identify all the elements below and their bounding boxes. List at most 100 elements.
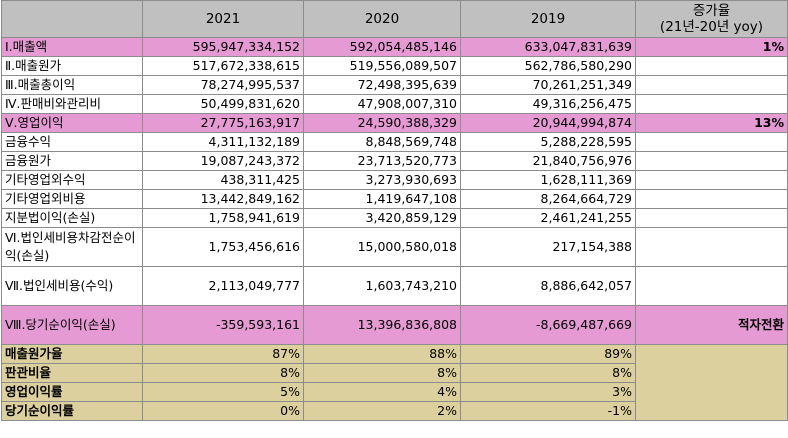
growth-value[interactable] <box>635 227 788 267</box>
value-2020[interactable]: 24,590,388,329 <box>303 113 461 133</box>
value-2020[interactable]: 1,419,647,108 <box>303 189 461 209</box>
value-2021[interactable]: 517,672,338,615 <box>142 56 304 76</box>
row-label[interactable]: Ⅵ.법인세비용차감전순이익(손실) <box>1 227 143 267</box>
ratio-2019[interactable]: 8% <box>460 363 636 383</box>
value-2021[interactable]: 78,274,995,537 <box>142 75 304 95</box>
value-2020[interactable]: 3,420,859,129 <box>303 208 461 228</box>
value-2019[interactable]: 1,628,111,369 <box>460 170 636 190</box>
value-2021[interactable]: -359,593,161 <box>142 305 304 345</box>
ratio-2020[interactable]: 88% <box>303 344 461 364</box>
value-2019[interactable]: 70,261,251,349 <box>460 75 636 95</box>
value-2020[interactable]: 1,603,743,210 <box>303 266 461 306</box>
row-label[interactable]: Ⅴ.영업이익 <box>1 113 143 133</box>
ratio-label[interactable]: 판관비율 <box>1 363 143 383</box>
year-header-2019[interactable]: 2019 <box>460 0 636 38</box>
ratio-2020[interactable]: 8% <box>303 363 461 383</box>
ratio-2019[interactable]: 3% <box>460 382 636 402</box>
ratio-label[interactable]: 매출원가율 <box>1 344 143 364</box>
value-2021[interactable]: 1,758,941,619 <box>142 208 304 228</box>
ratio-2021[interactable]: 8% <box>142 363 304 383</box>
row-label[interactable]: Ⅱ.매출원가 <box>1 56 143 76</box>
growth-value[interactable] <box>635 151 788 171</box>
ratio-2020[interactable]: 2% <box>303 401 461 421</box>
growth-value[interactable] <box>635 208 788 228</box>
ratio-2019[interactable]: -1% <box>460 401 636 421</box>
ratio-2020[interactable]: 4% <box>303 382 461 402</box>
value-2021[interactable]: 2,113,049,777 <box>142 266 304 306</box>
row-label[interactable]: 기타영업외비용 <box>1 189 143 209</box>
growth-header-line1: 증가율 <box>692 3 731 19</box>
growth-value[interactable] <box>635 94 788 114</box>
table-row: Ⅶ.법인세비용(수익) 2,113,049,777 1,603,743,210 … <box>1 266 788 306</box>
growth-value[interactable] <box>635 170 788 190</box>
value-2019[interactable]: 5,288,228,595 <box>460 132 636 152</box>
value-2020[interactable]: 15,000,580,018 <box>303 227 461 267</box>
value-2020[interactable]: 23,713,520,773 <box>303 151 461 171</box>
table-row: 금융수익 4,311,132,189 8,848,569,748 5,288,2… <box>1 132 788 152</box>
value-2021[interactable]: 13,442,849,162 <box>142 189 304 209</box>
value-2021[interactable]: 1,753,456,616 <box>142 227 304 267</box>
growth-value[interactable] <box>635 75 788 95</box>
value-2019[interactable]: 20,944,994,874 <box>460 113 636 133</box>
ratio-empty-block[interactable] <box>635 344 788 421</box>
value-2020[interactable]: 8,848,569,748 <box>303 132 461 152</box>
corner-cell[interactable] <box>1 0 143 38</box>
table-row: 금융원가 19,087,243,372 23,713,520,773 21,84… <box>1 151 788 171</box>
table-row: Ⅱ.매출원가 517,672,338,615 519,556,089,507 5… <box>1 56 788 76</box>
growth-value[interactable] <box>635 189 788 209</box>
value-2019[interactable]: 217,154,388 <box>460 227 636 267</box>
value-2021[interactable]: 27,775,163,917 <box>142 113 304 133</box>
row-label[interactable]: Ⅷ.당기순이익(손실) <box>1 305 143 345</box>
value-2020[interactable]: 72,498,395,639 <box>303 75 461 95</box>
table-row: Ⅷ.당기순이익(손실) -359,593,161 13,396,836,808 … <box>1 305 788 345</box>
ratio-row: 당기순이익률 0% 2% -1% <box>1 401 788 421</box>
row-label[interactable]: 금융수익 <box>1 132 143 152</box>
value-2019[interactable]: -8,669,487,669 <box>460 305 636 345</box>
value-2021[interactable]: 438,311,425 <box>142 170 304 190</box>
ratio-2021[interactable]: 0% <box>142 401 304 421</box>
growth-value[interactable] <box>635 56 788 76</box>
growth-header[interactable]: 증가율 (21년-20년 yoy) <box>635 0 788 38</box>
value-2021[interactable]: 50,499,831,620 <box>142 94 304 114</box>
row-label[interactable]: Ⅰ.매출액 <box>1 37 143 57</box>
ratio-label[interactable]: 영업이익률 <box>1 382 143 402</box>
growth-value[interactable] <box>635 132 788 152</box>
value-2021[interactable]: 595,947,334,152 <box>142 37 304 57</box>
value-2021[interactable]: 4,311,132,189 <box>142 132 304 152</box>
value-2020[interactable]: 519,556,089,507 <box>303 56 461 76</box>
ratio-2021[interactable]: 87% <box>142 344 304 364</box>
value-2019[interactable]: 8,886,642,057 <box>460 266 636 306</box>
row-label[interactable]: 금융원가 <box>1 151 143 171</box>
row-label[interactable]: 지분법이익(손실) <box>1 208 143 228</box>
value-2019[interactable]: 562,786,580,290 <box>460 56 636 76</box>
table-row: Ⅰ.매출액 595,947,334,152 592,054,485,146 63… <box>1 37 788 57</box>
value-2019[interactable]: 633,047,831,639 <box>460 37 636 57</box>
header-row: 2021 2020 2019 증가율 (21년-20년 yoy) <box>1 0 788 38</box>
value-2021[interactable]: 19,087,243,372 <box>142 151 304 171</box>
ratio-2019[interactable]: 89% <box>460 344 636 364</box>
growth-value[interactable]: 13% <box>635 113 788 133</box>
growth-value[interactable] <box>635 266 788 306</box>
year-header-2020[interactable]: 2020 <box>303 0 461 38</box>
growth-value[interactable]: 적자전환 <box>635 305 788 345</box>
value-2019[interactable]: 21,840,756,976 <box>460 151 636 171</box>
table-row: Ⅲ.매출총이익 78,274,995,537 72,498,395,639 70… <box>1 75 788 95</box>
value-2019[interactable]: 2,461,241,255 <box>460 208 636 228</box>
ratio-2021[interactable]: 5% <box>142 382 304 402</box>
table-row: Ⅳ.판매비와관리비 50,499,831,620 47,908,007,310 … <box>1 94 788 114</box>
growth-header-line2: (21년-20년 yoy) <box>659 19 764 35</box>
year-header-2021[interactable]: 2021 <box>142 0 304 38</box>
value-2020[interactable]: 592,054,485,146 <box>303 37 461 57</box>
row-label[interactable]: 기타영업외수익 <box>1 170 143 190</box>
growth-value[interactable]: 1% <box>635 37 788 57</box>
value-2020[interactable]: 3,273,930,693 <box>303 170 461 190</box>
ratio-label[interactable]: 당기순이익률 <box>1 401 143 421</box>
value-2020[interactable]: 13,396,836,808 <box>303 305 461 345</box>
row-label[interactable]: Ⅳ.판매비와관리비 <box>1 94 143 114</box>
value-2019[interactable]: 8,264,664,729 <box>460 189 636 209</box>
table-row: 지분법이익(손실) 1,758,941,619 3,420,859,129 2,… <box>1 208 788 228</box>
value-2020[interactable]: 47,908,007,310 <box>303 94 461 114</box>
row-label[interactable]: Ⅲ.매출총이익 <box>1 75 143 95</box>
row-label[interactable]: Ⅶ.법인세비용(수익) <box>1 266 143 306</box>
value-2019[interactable]: 49,316,256,475 <box>460 94 636 114</box>
